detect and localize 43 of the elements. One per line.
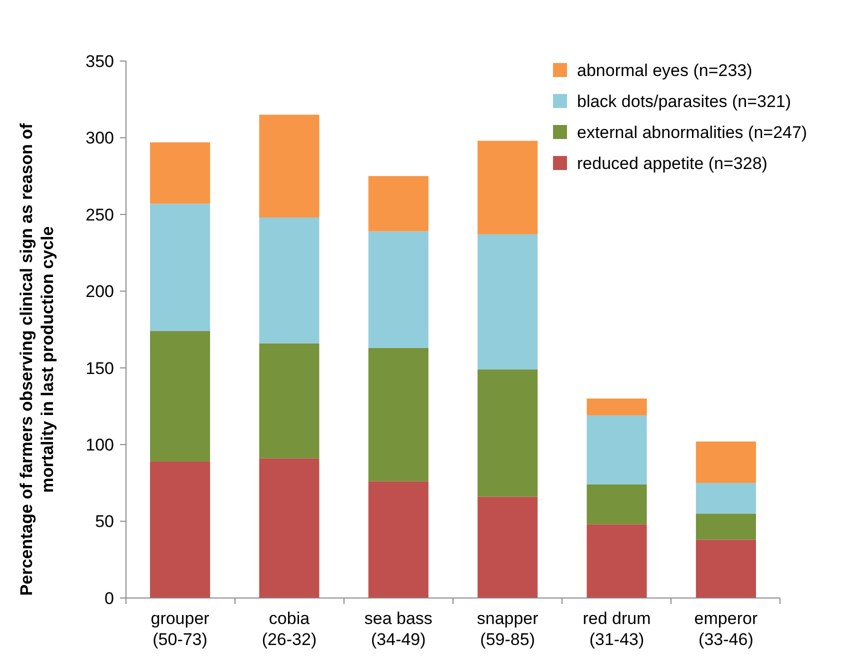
bar: [150, 331, 210, 462]
bar: [259, 114, 320, 218]
bar: [696, 540, 756, 598]
y-axis-title: Percentage of farmers observing clinical sign as reason of mortality in last production cycle: [17, 122, 57, 596]
y-tick-label: 50: [95, 512, 114, 532]
y-tick-label: 150: [86, 358, 114, 378]
legend-label: external abnormalities (n=247): [577, 122, 808, 142]
x-tick-label: emperor (33-46): [694, 609, 758, 649]
x-tick-label: snapper (59-85): [476, 609, 539, 649]
bar: [150, 142, 210, 204]
bar: [586, 524, 647, 598]
bar: [368, 176, 428, 232]
bar: [150, 204, 210, 332]
x-tick-label: cobia (26-32): [262, 609, 317, 649]
bar: [478, 496, 538, 598]
bar: [368, 481, 428, 598]
y-tick-label: 350: [86, 52, 114, 71]
bar: [478, 234, 538, 370]
bar: [696, 442, 756, 483]
y-tick-label: 250: [86, 205, 114, 224]
bar: [478, 140, 538, 234]
legend-label: reduced appetite (n=328): [577, 154, 768, 173]
legend-label: abnormal eyes (n=233): [577, 60, 752, 80]
bar: [586, 398, 647, 416]
bar: [586, 415, 647, 484]
y-tick-label: 0: [104, 588, 114, 608]
y-tick-label: 300: [86, 128, 114, 148]
bar: [259, 458, 320, 598]
bar: [368, 348, 428, 482]
y-tick-label: 100: [86, 436, 114, 455]
bar: [696, 514, 756, 540]
y-tick-label: 200: [86, 282, 114, 302]
bar: [368, 231, 428, 348]
legend-label: black dots/parasites (n=321): [577, 92, 792, 111]
bar: [478, 369, 538, 497]
bar: [696, 482, 756, 514]
bar: [150, 461, 210, 598]
x-tick-label: grouper (50-73): [150, 609, 210, 649]
x-tick-label: sea bass (34-49): [364, 609, 432, 649]
bar: [259, 217, 320, 344]
bar: [586, 484, 647, 524]
bar: [259, 343, 320, 458]
x-tick-label: red drum (31-43): [582, 609, 651, 649]
